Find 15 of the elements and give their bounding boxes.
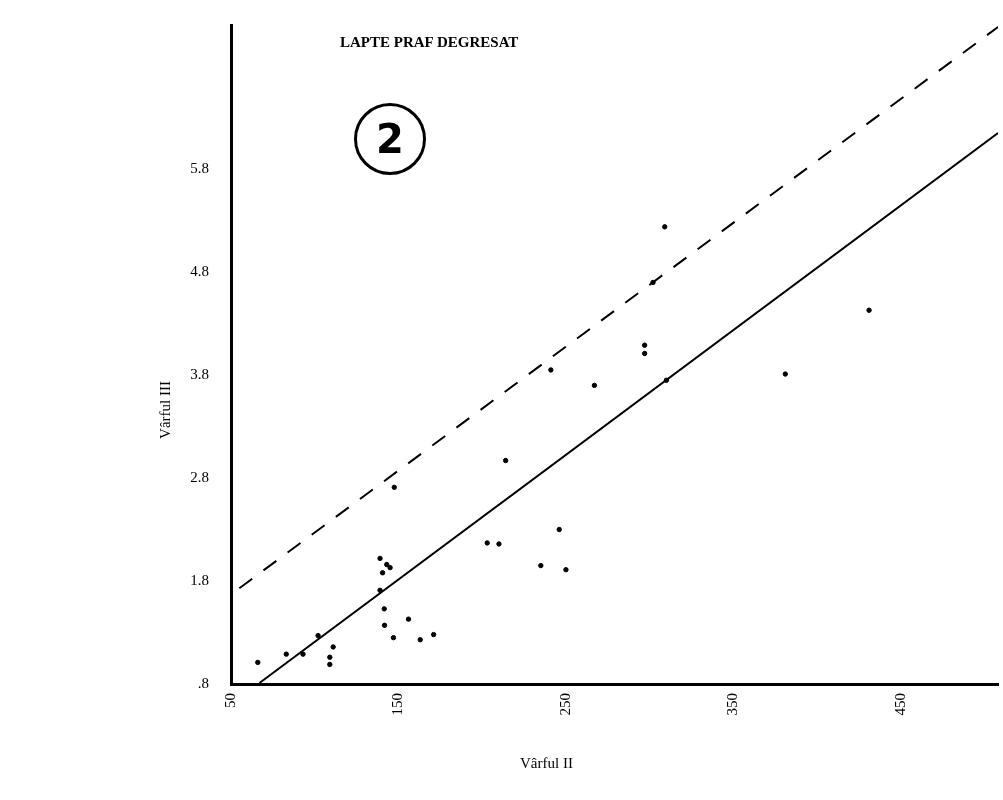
y-tick-label: 4.8 bbox=[190, 263, 209, 280]
y-tick-label: .8 bbox=[197, 674, 209, 691]
y-tick-label: 3.8 bbox=[190, 366, 209, 383]
y-tick-label: 1.8 bbox=[190, 571, 209, 588]
x-axis-title: Vârful II bbox=[520, 755, 573, 772]
x-tick-label: 450 bbox=[891, 693, 908, 716]
x-tick-label: 250 bbox=[556, 693, 573, 716]
x-tick-label: 50 bbox=[221, 693, 238, 708]
text: LAPTE PRAF DEGRESAT bbox=[340, 34, 519, 51]
y-tick-label: 5.8 bbox=[190, 160, 209, 177]
x-tick-label: 150 bbox=[389, 693, 406, 716]
y-tick-label: 2.8 bbox=[190, 469, 209, 485]
circle-outline: 2 bbox=[354, 103, 426, 175]
y-axis-title: Vârful III bbox=[156, 381, 174, 439]
x-tick-label: 350 bbox=[724, 693, 741, 716]
